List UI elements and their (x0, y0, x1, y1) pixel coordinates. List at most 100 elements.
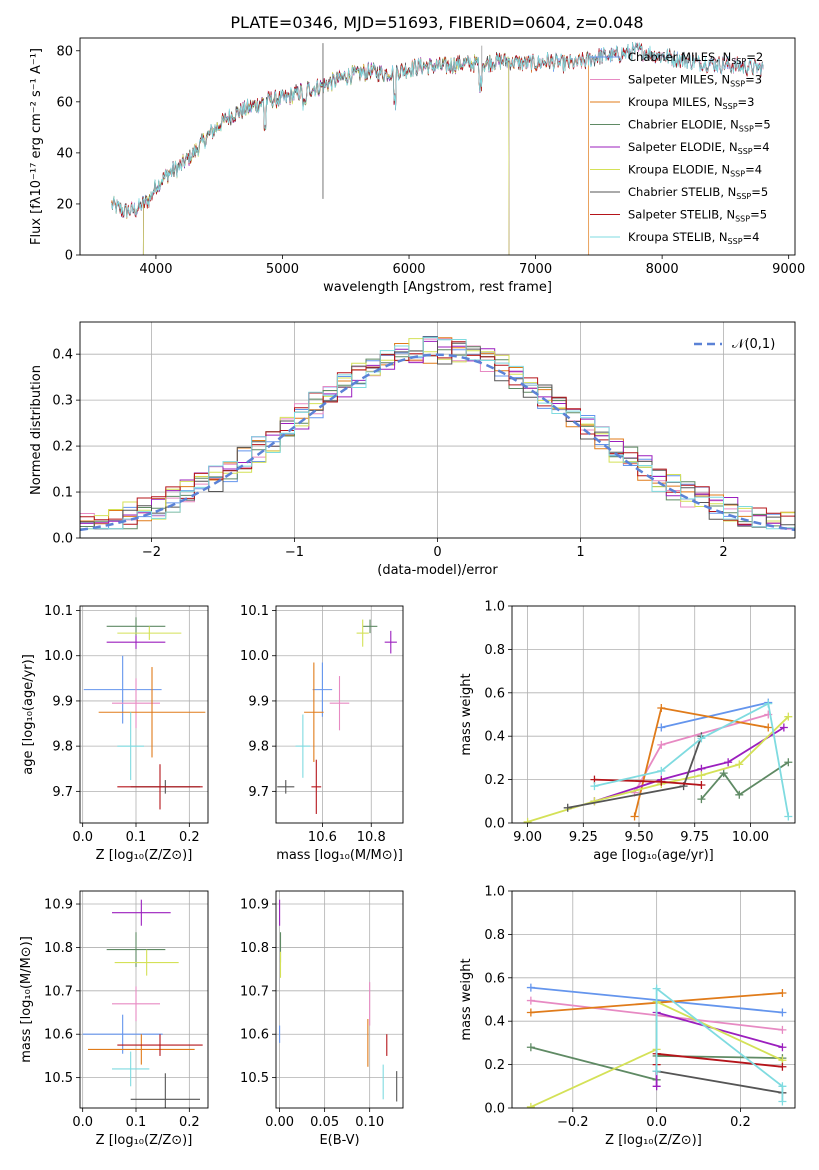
x-tick-label: 0 (433, 545, 441, 560)
axes-frame (511, 890, 796, 1109)
y-tick-label: 10.6 (44, 1028, 73, 1043)
x-tick-label: 10.8 (357, 830, 386, 845)
normal-curve (80, 353, 795, 532)
x-tick-label: 8000 (646, 262, 679, 277)
y-tick-label: 80 (56, 44, 73, 59)
x-tick-label: 9.25 (569, 830, 598, 845)
weight-marker (764, 723, 773, 732)
y-tick-label: 0.2 (484, 773, 505, 788)
weight-marker (764, 699, 773, 708)
y-tick-label: 0.0 (52, 532, 73, 547)
y-tick-label: 0.0 (484, 817, 505, 832)
x-tick-label: 10.6 (308, 830, 337, 845)
x-tick-label: 10.00 (732, 830, 769, 845)
x-tick-label: 0.2 (179, 1115, 200, 1130)
y-tick-label: 9.9 (248, 694, 269, 709)
y-tick-label: 10.6 (240, 1028, 269, 1043)
weight-marker (657, 703, 666, 712)
x-tick-label: 9.00 (513, 830, 542, 845)
legend-label: Salpeter ELODIE, NSSP=4 (628, 140, 770, 156)
weight-line (567, 735, 703, 809)
y-tick-label: 0.8 (484, 643, 505, 658)
spectrum-legend: Chabrier MILES, NSSP=2 Salpeter MILES, NS… (590, 50, 771, 246)
plot-area-mass_vs_ebv (279, 899, 398, 1102)
weight-marker (778, 1008, 787, 1017)
x-tick-label: 0.2 (179, 830, 200, 845)
weight-marker (697, 795, 706, 804)
weight-marker (563, 803, 572, 812)
weight-line (656, 1070, 783, 1094)
y-tick-label: 1.0 (484, 600, 505, 615)
x-tick-label: 6000 (392, 262, 425, 277)
axes-frame (79, 890, 209, 1109)
y-tick-label: 10.1 (240, 604, 269, 619)
weight-marker (657, 777, 666, 786)
y-tick-label: 0.0 (484, 1102, 505, 1117)
weight-marker (526, 1043, 535, 1052)
panel-mass_weight_vs_Z: −0.2 0.0 0.2 0.0 0.2 0.4 0.6 0.8 1.0 Z [log₁₀(Z/Z… (459, 885, 796, 1148)
axes-frame (79, 605, 209, 824)
x-tick-label: 2 (719, 545, 727, 560)
y-tick-label: 0.4 (484, 730, 505, 745)
y-axis-label: Normed distribution (29, 365, 44, 495)
x-axis-label: wavelength [Angstrom, rest frame] (323, 280, 552, 295)
y-tick-label: 0.2 (52, 440, 73, 455)
weight-line (527, 716, 789, 823)
weight-marker (652, 1082, 661, 1091)
weight-marker (735, 760, 744, 769)
weight-marker (526, 1102, 535, 1108)
plot-area-mass_weight_vs_Z (526, 983, 787, 1108)
y-tick-label: 0.4 (484, 1015, 505, 1030)
x-axis-label: Z [log₁₀(Z/Z⊙)] (605, 1133, 702, 1148)
x-tick-label: 9.75 (680, 830, 709, 845)
y-axis-label: age [log₁₀(age/yr)] (21, 654, 36, 775)
x-tick-label: −1 (285, 545, 304, 560)
y-tick-label: 10.5 (240, 1071, 269, 1086)
y-tick-label: 10.8 (240, 941, 269, 956)
weight-marker (724, 758, 733, 767)
panel-mass_vs_Z: 0.0 0.1 0.2 10.5 10.6 10.7 10.8 10.9 Z [log₁₀(Z/… (19, 890, 209, 1148)
y-axis-label: Flux [fλ10⁻¹⁷ erg cm⁻² s⁻¹ A⁻¹] (29, 48, 44, 245)
weight-marker (526, 996, 535, 1005)
legend-label: Salpeter MILES, NSSP=3 (628, 73, 762, 89)
weight-marker (784, 712, 793, 721)
weight-marker (526, 983, 535, 992)
plot-area-age_vs_Z (83, 617, 206, 810)
weight-marker (590, 797, 599, 806)
y-tick-label: 10.9 (44, 898, 73, 913)
plot-area-age_vs_mass (277, 619, 397, 814)
axes-frame (511, 605, 796, 824)
x-tick-label: 7000 (519, 262, 552, 277)
y-tick-label: 0.6 (484, 686, 505, 701)
plot-area-mass_weight_vs_age (523, 698, 793, 823)
x-tick-label: 0.2 (730, 1115, 751, 1130)
legend-label: Chabrier ELODIE, NSSP=5 (628, 118, 771, 134)
x-axis-label: E(B-V) (319, 1133, 359, 1148)
y-tick-label: 0.4 (52, 348, 73, 363)
axes-frame (79, 321, 796, 539)
panel-age_vs_mass: 10.6 10.8 9.7 9.8 9.9 10.0 10.1 mass [log₁₀(M/M… (240, 604, 404, 863)
y-tick-label: 0.6 (484, 971, 505, 986)
weight-marker (784, 758, 793, 767)
weight-marker (652, 1067, 661, 1076)
legend-label: Chabrier STELIB, NSSP=5 (628, 185, 768, 201)
panel-age_vs_Z: 0.0 0.1 0.2 9.7 9.8 9.9 10.0 10.1 Z [log₁₀(Z/Z⊙)… (21, 604, 209, 863)
axes-frame (79, 37, 796, 256)
plot-area-residuals (80, 336, 795, 538)
y-tick-label: 1.0 (484, 885, 505, 900)
y-tick-label: 10.7 (240, 984, 269, 999)
y-tick-label: 9.9 (52, 694, 73, 709)
y-tick-label: 9.7 (248, 785, 269, 800)
weight-line (594, 726, 785, 803)
x-tick-label: 9000 (772, 262, 805, 277)
spectrum-line (111, 41, 764, 218)
weight-line (700, 761, 789, 800)
legend-label: Kroupa ELODIE, NSSP=4 (628, 163, 762, 179)
weight-line (655, 986, 784, 1102)
y-tick-label: 20 (56, 197, 73, 212)
x-tick-label: 0.1 (126, 1115, 147, 1130)
y-axis-label: mass weight (459, 958, 474, 1040)
y-tick-label: 9.8 (52, 740, 73, 755)
axes-frame (275, 890, 404, 1109)
